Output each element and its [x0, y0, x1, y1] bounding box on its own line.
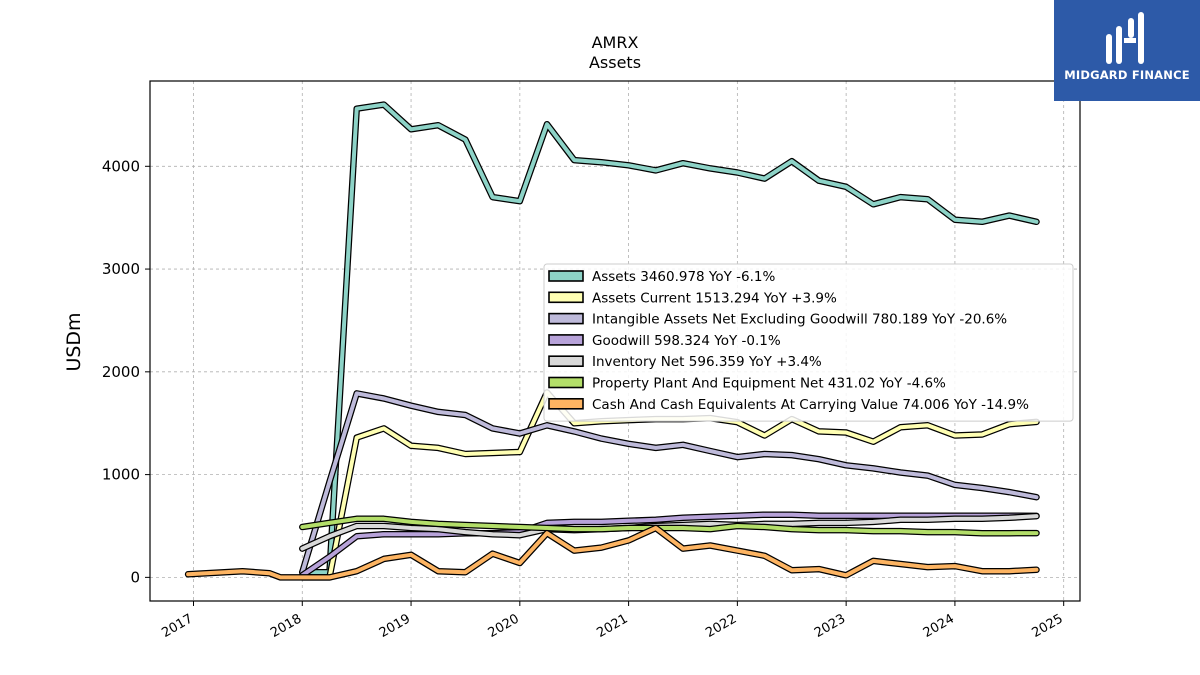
plot-frame	[149, 80, 1081, 602]
x-tick-label: 2025	[1030, 611, 1066, 641]
y-tick-label: 3000	[102, 260, 140, 278]
series-line-property-plant-and-equipment-net	[300, 516, 1039, 536]
x-tick-label: 2019	[377, 611, 413, 641]
legend-label: Assets 3460.978 YoY -6.1%	[592, 269, 776, 285]
x-tick-label: 2023	[812, 611, 848, 641]
midgard-logo-icon	[1106, 12, 1144, 64]
legend-swatch	[548, 397, 584, 410]
chart-title: AMRX	[592, 33, 639, 52]
legend-label: Inventory Net 596.359 YoY +3.4%	[592, 354, 822, 370]
y-tick-label: 2000	[102, 363, 140, 381]
x-tick-label: 2018	[268, 611, 304, 641]
series-line-assets	[300, 102, 1039, 575]
legend-label: Assets Current 1513.294 YoY +3.9%	[592, 290, 837, 306]
series-line-cash-and-cash-equivalents-at-carrying-value	[186, 526, 1039, 580]
series-line-goodwill	[300, 512, 1039, 578]
brand-name: MIDGARD FINANCE	[1064, 68, 1190, 82]
legend-swatch	[548, 334, 584, 346]
legend-label: Goodwill 598.324 YoY -0.1%	[592, 333, 781, 349]
legend-box	[543, 263, 1074, 422]
legend-label: Intangible Assets Net Excluding Goodwill…	[592, 312, 1007, 328]
legend-swatch	[548, 270, 584, 282]
series-lines	[184, 101, 1040, 581]
series-line-intangible-assets-net-excluding-goodwill	[300, 391, 1039, 575]
y-tick-label: 1000	[102, 466, 140, 484]
legend-label: Cash And Cash Equivalents At Carrying Va…	[592, 397, 1029, 413]
brand-logo: MIDGARD FINANCE	[1054, 0, 1200, 101]
y-axis-label: USDm	[63, 312, 85, 371]
legend-swatch	[548, 291, 584, 304]
x-tick-label: 2024	[921, 611, 957, 641]
legend-label: Property Plant And Equipment Net 431.02 …	[592, 376, 946, 392]
legend-swatch	[548, 312, 584, 325]
legend-swatch	[548, 376, 584, 389]
y-tick-label: 4000	[102, 157, 140, 175]
x-tick-label: 2021	[594, 611, 630, 641]
legend-swatch	[548, 355, 584, 368]
chart-subtitle: Assets	[589, 53, 641, 72]
x-tick-label: 2022	[703, 611, 739, 641]
x-tick-label: 2020	[486, 611, 522, 641]
x-tick-label: 2017	[159, 611, 195, 641]
legend: Assets 3460.978 YoY -6.1% Assets Current …	[543, 263, 1074, 422]
y-tick-label: 0	[130, 568, 140, 586]
